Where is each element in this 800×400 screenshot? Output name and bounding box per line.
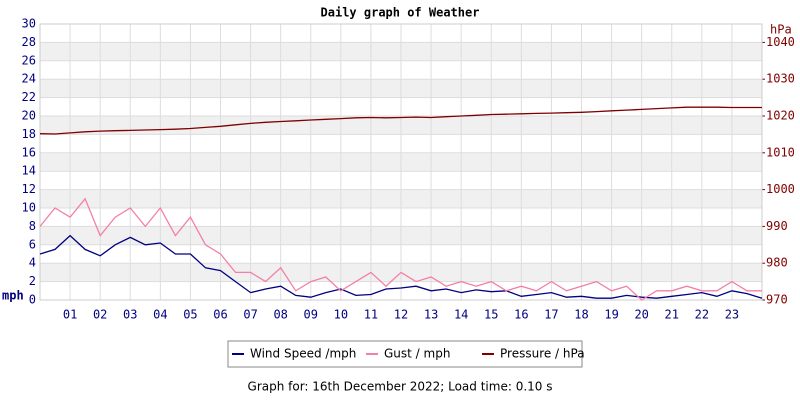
x-tick-label: 17 — [544, 308, 558, 322]
x-tick-label: 21 — [665, 308, 679, 322]
x-tick-label: 15 — [484, 308, 498, 322]
legend-label: Wind Speed /mph — [250, 347, 356, 361]
x-tick-label: 12 — [394, 308, 408, 322]
x-tick-label: 08 — [273, 308, 287, 322]
x-tick-label: 02 — [93, 308, 107, 322]
x-tick-label: 19 — [604, 308, 618, 322]
y-tick-label: 10 — [22, 201, 36, 215]
x-tick-label: 23 — [725, 308, 739, 322]
legend-box — [227, 340, 583, 368]
y2-tick-label: 990 — [766, 219, 788, 233]
x-tick-label: 05 — [183, 308, 197, 322]
x-tick-label: 06 — [213, 308, 227, 322]
y2-tick-label: 1010 — [766, 145, 795, 159]
y2-axis-label: hPa — [770, 23, 792, 37]
y-tick-label: 4 — [29, 256, 36, 270]
x-tick-label: 10 — [334, 308, 348, 322]
series-line — [39, 106, 762, 135]
y-tick-label: 26 — [22, 53, 36, 67]
y-axis-label: mph — [2, 289, 24, 303]
y-tick-label: 20 — [22, 109, 36, 123]
y-tick-label: 0 — [29, 293, 36, 307]
x-tick-label: 09 — [304, 308, 318, 322]
x-tick-label: 11 — [364, 308, 378, 322]
plot-frame — [39, 23, 763, 301]
y2-tick-label: 1040 — [766, 35, 795, 49]
x-tick-label: 13 — [424, 308, 438, 322]
y2-tick-label: 980 — [766, 256, 788, 270]
y2-tick-label: 1000 — [766, 182, 795, 196]
y-tick-label: 6 — [29, 237, 36, 251]
series-line — [39, 197, 762, 301]
y2-tick-label: 1030 — [766, 72, 795, 86]
series-line — [39, 234, 763, 299]
y-tick-label: 28 — [22, 35, 36, 49]
x-tick-label: 16 — [514, 308, 528, 322]
y-tick-label: 18 — [22, 127, 36, 141]
y-tick-label: 22 — [22, 90, 36, 104]
x-tick-label: 07 — [243, 308, 257, 322]
x-tick-label: 04 — [153, 308, 167, 322]
y-tick-label: 30 — [22, 17, 36, 31]
y-tick-label: 24 — [22, 72, 36, 86]
footer: Graph for: 16th December 2022; Load time… — [248, 380, 553, 394]
x-tick-label: 22 — [695, 308, 709, 322]
legend-label: Pressure / hPa — [500, 347, 585, 361]
y-tick-label: 8 — [29, 219, 36, 233]
x-tick-label: 03 — [123, 308, 137, 322]
chart-title: Daily graph of Weather — [321, 6, 480, 20]
x-tick-label: 20 — [634, 308, 648, 322]
y2-tick-label: 970 — [766, 293, 788, 307]
x-tick-label: 18 — [574, 308, 588, 322]
y2-tick-label: 1020 — [766, 109, 795, 123]
y-tick-label: 12 — [22, 182, 36, 196]
x-tick-label: 14 — [454, 308, 468, 322]
legend-label: Gust / mph — [384, 347, 450, 361]
x-tick-label: 01 — [63, 308, 77, 322]
y-tick-label: 2 — [29, 274, 36, 288]
y-tick-label: 16 — [22, 145, 36, 159]
y-tick-label: 14 — [22, 164, 36, 178]
